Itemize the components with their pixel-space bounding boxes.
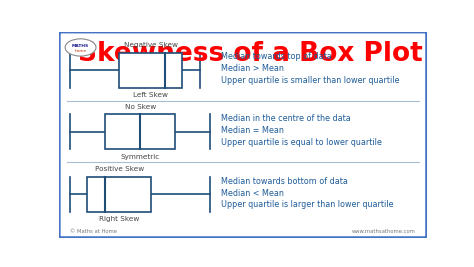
Text: Median > Mean: Median > Mean (221, 64, 284, 73)
Text: Upper quartile is smaller than lower quartile: Upper quartile is smaller than lower qua… (221, 76, 400, 85)
Bar (119, 53, 182, 88)
Text: Upper quartile is equal to lower quartile: Upper quartile is equal to lower quartil… (221, 138, 382, 147)
Text: No Skew: No Skew (125, 104, 155, 110)
Text: Median in the centre of the data: Median in the centre of the data (221, 114, 351, 123)
Text: www.mathsathome.com: www.mathsathome.com (352, 229, 416, 234)
Bar (105, 114, 175, 149)
Text: Median towards bottom of data: Median towards bottom of data (221, 176, 348, 186)
Text: Skewness of a Box Plot: Skewness of a Box Plot (78, 41, 423, 67)
Text: Symmetric: Symmetric (120, 154, 160, 160)
Text: Positive Skew: Positive Skew (95, 166, 144, 172)
Text: Upper quartile is larger than lower quartile: Upper quartile is larger than lower quar… (221, 201, 393, 209)
Text: Right Skew: Right Skew (99, 217, 139, 222)
Circle shape (65, 39, 96, 56)
Text: Left Skew: Left Skew (133, 92, 168, 98)
Text: home: home (74, 49, 87, 53)
Text: Median towards top of data: Median towards top of data (221, 52, 332, 61)
Text: Negative Skew: Negative Skew (124, 42, 177, 48)
FancyBboxPatch shape (59, 32, 427, 238)
Text: MATHS: MATHS (72, 44, 89, 48)
Text: © Maths at Home: © Maths at Home (70, 229, 117, 234)
Bar (87, 177, 151, 212)
Text: Median = Mean: Median = Mean (221, 126, 284, 135)
Text: Median < Mean: Median < Mean (221, 189, 284, 198)
